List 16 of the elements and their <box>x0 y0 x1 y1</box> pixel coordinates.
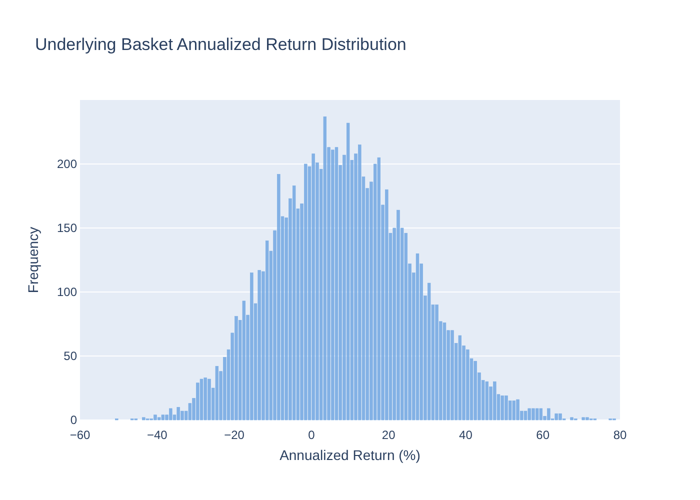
x-tick-label: 60 <box>536 428 550 442</box>
x-tick-label: −20 <box>224 428 245 442</box>
y-tick-label: 200 <box>56 157 78 171</box>
y-axis-title: Frequency <box>25 226 41 294</box>
y-tick-label: 0 <box>70 413 78 427</box>
y-tick-label: 50 <box>64 349 78 363</box>
x-tick-label: −40 <box>146 428 168 442</box>
x-tick-label: 20 <box>382 428 396 442</box>
y-tick-label: 150 <box>56 221 78 235</box>
chart-title: Underlying Basket Annualized Return Distribution <box>35 35 406 54</box>
x-axis-title: Annualized Return (%) <box>280 447 420 463</box>
x-tick-label: −60 <box>70 428 90 442</box>
y-tick-label: 100 <box>56 285 78 299</box>
x-tick-label: 0 <box>308 428 316 442</box>
x-tick-label: 40 <box>459 428 473 442</box>
x-tick-label: 80 <box>613 428 627 442</box>
